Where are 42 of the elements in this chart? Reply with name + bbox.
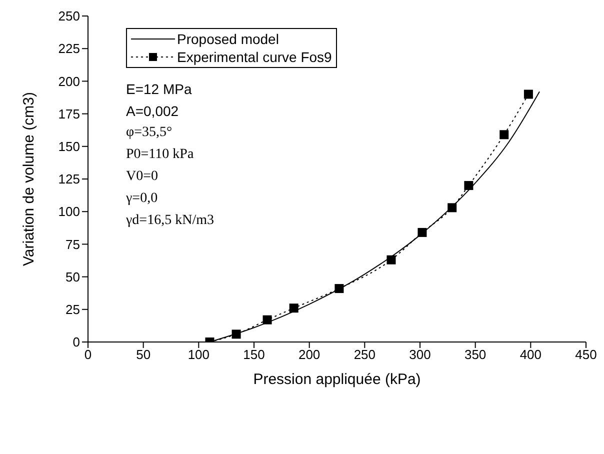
x-axis-title: Pression appliquée (kPa) xyxy=(253,371,421,388)
x-tick-label: 400 xyxy=(520,347,542,362)
point xyxy=(524,90,533,99)
annotation: γ=0,0 xyxy=(126,190,159,208)
x-tick-label: 150 xyxy=(243,347,265,362)
x-tick-label: 450 xyxy=(575,347,597,362)
annotation: V0=0 xyxy=(126,168,160,186)
point xyxy=(232,330,241,339)
x-tick-label: 50 xyxy=(136,347,151,362)
point xyxy=(289,304,298,313)
legend-label: Proposed model xyxy=(177,30,279,48)
annotation: P0=110 kPa xyxy=(126,146,195,164)
x-tick-label: 250 xyxy=(354,347,376,362)
x-tick-label: 300 xyxy=(409,347,431,362)
annotation: φ=35,5° xyxy=(126,124,174,142)
y-tick-label: 175 xyxy=(58,106,80,122)
annotation: A=0,002 xyxy=(126,102,180,121)
y-tick-label: 100 xyxy=(58,204,80,220)
y-axis-title: Variation de volume (cm3) xyxy=(20,92,38,266)
annotation: E=12 MPa xyxy=(126,80,193,99)
y-tick-label: 25 xyxy=(66,302,80,318)
x-tick-label: 0 xyxy=(84,347,92,362)
point xyxy=(500,130,509,140)
y-tick-label: 200 xyxy=(58,74,80,89)
y-tick-label: 0 xyxy=(72,334,80,350)
y-tick-label: 225 xyxy=(58,41,80,56)
point xyxy=(334,284,344,294)
y-tick-label: 50 xyxy=(66,269,80,284)
point xyxy=(464,181,474,190)
x-tick-label: 200 xyxy=(298,347,320,362)
point xyxy=(418,228,427,237)
y-tick-label: 150 xyxy=(58,139,80,154)
legend-label: Experimental curve Fos9 xyxy=(177,48,332,66)
point xyxy=(262,315,272,324)
point xyxy=(386,255,396,264)
annotation: γd=16,5 kN/m3 xyxy=(126,212,214,230)
y-tick-label: 250 xyxy=(58,8,80,24)
y-tick-label: 125 xyxy=(58,172,80,187)
y-tick-label: 75 xyxy=(66,236,80,252)
x-tick-label: 100 xyxy=(188,347,210,362)
x-tick-label: 350 xyxy=(464,347,486,362)
point xyxy=(448,203,457,212)
